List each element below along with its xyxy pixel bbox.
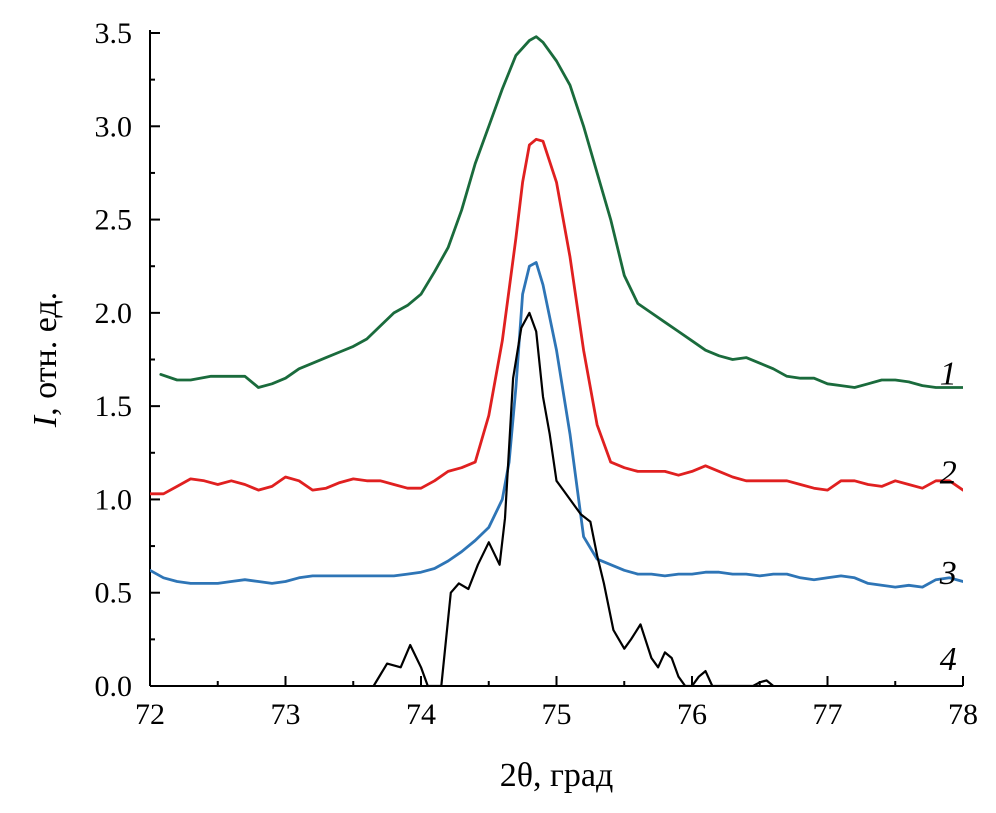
y-axis-title-symbol: I	[27, 414, 64, 428]
y-axis-title-unit: , отн. ед.	[27, 292, 64, 416]
series-line-4	[372, 311, 775, 686]
series-label-1: 1	[940, 356, 957, 393]
y-tick-label: 2.0	[95, 297, 133, 330]
x-tick-label: 75	[542, 698, 572, 731]
series-line-3	[150, 261, 963, 589]
x-tick-label: 77	[813, 698, 843, 731]
y-tick-label: 0.0	[95, 670, 133, 703]
y-axis-title: I, отн. ед.	[27, 292, 64, 428]
x-tick-label: 76	[677, 698, 707, 731]
y-axis-ticks: 0.0 0.5 1.0 1.5 2.0 2.5 3.0 3.5	[95, 17, 160, 703]
y-tick-label: 3.0	[95, 110, 133, 143]
x-tick-label: 74	[406, 698, 436, 731]
y-tick-label: 3.5	[95, 17, 133, 50]
y-tick-label: 2.5	[95, 204, 133, 237]
x-tick-label: 78	[948, 698, 978, 731]
series-label-3: 3	[939, 555, 957, 592]
x-axis-ticks: 72 73 74 75 76 77 78	[135, 676, 978, 731]
series-lines	[150, 35, 963, 686]
series-label-4: 4	[940, 641, 957, 678]
series-label-2: 2	[940, 454, 957, 491]
series-labels: 1 2 3 4	[939, 356, 957, 678]
y-tick-label: 0.5	[95, 577, 133, 610]
x-axis-title: 2θ, град	[500, 757, 614, 794]
y-tick-label: 1.5	[95, 390, 133, 423]
x-tick-label: 73	[271, 698, 301, 731]
series-line-1	[159, 35, 963, 389]
x-tick-label: 72	[135, 698, 165, 731]
series-line-2	[150, 137, 963, 496]
y-tick-label: 1.0	[95, 483, 133, 516]
